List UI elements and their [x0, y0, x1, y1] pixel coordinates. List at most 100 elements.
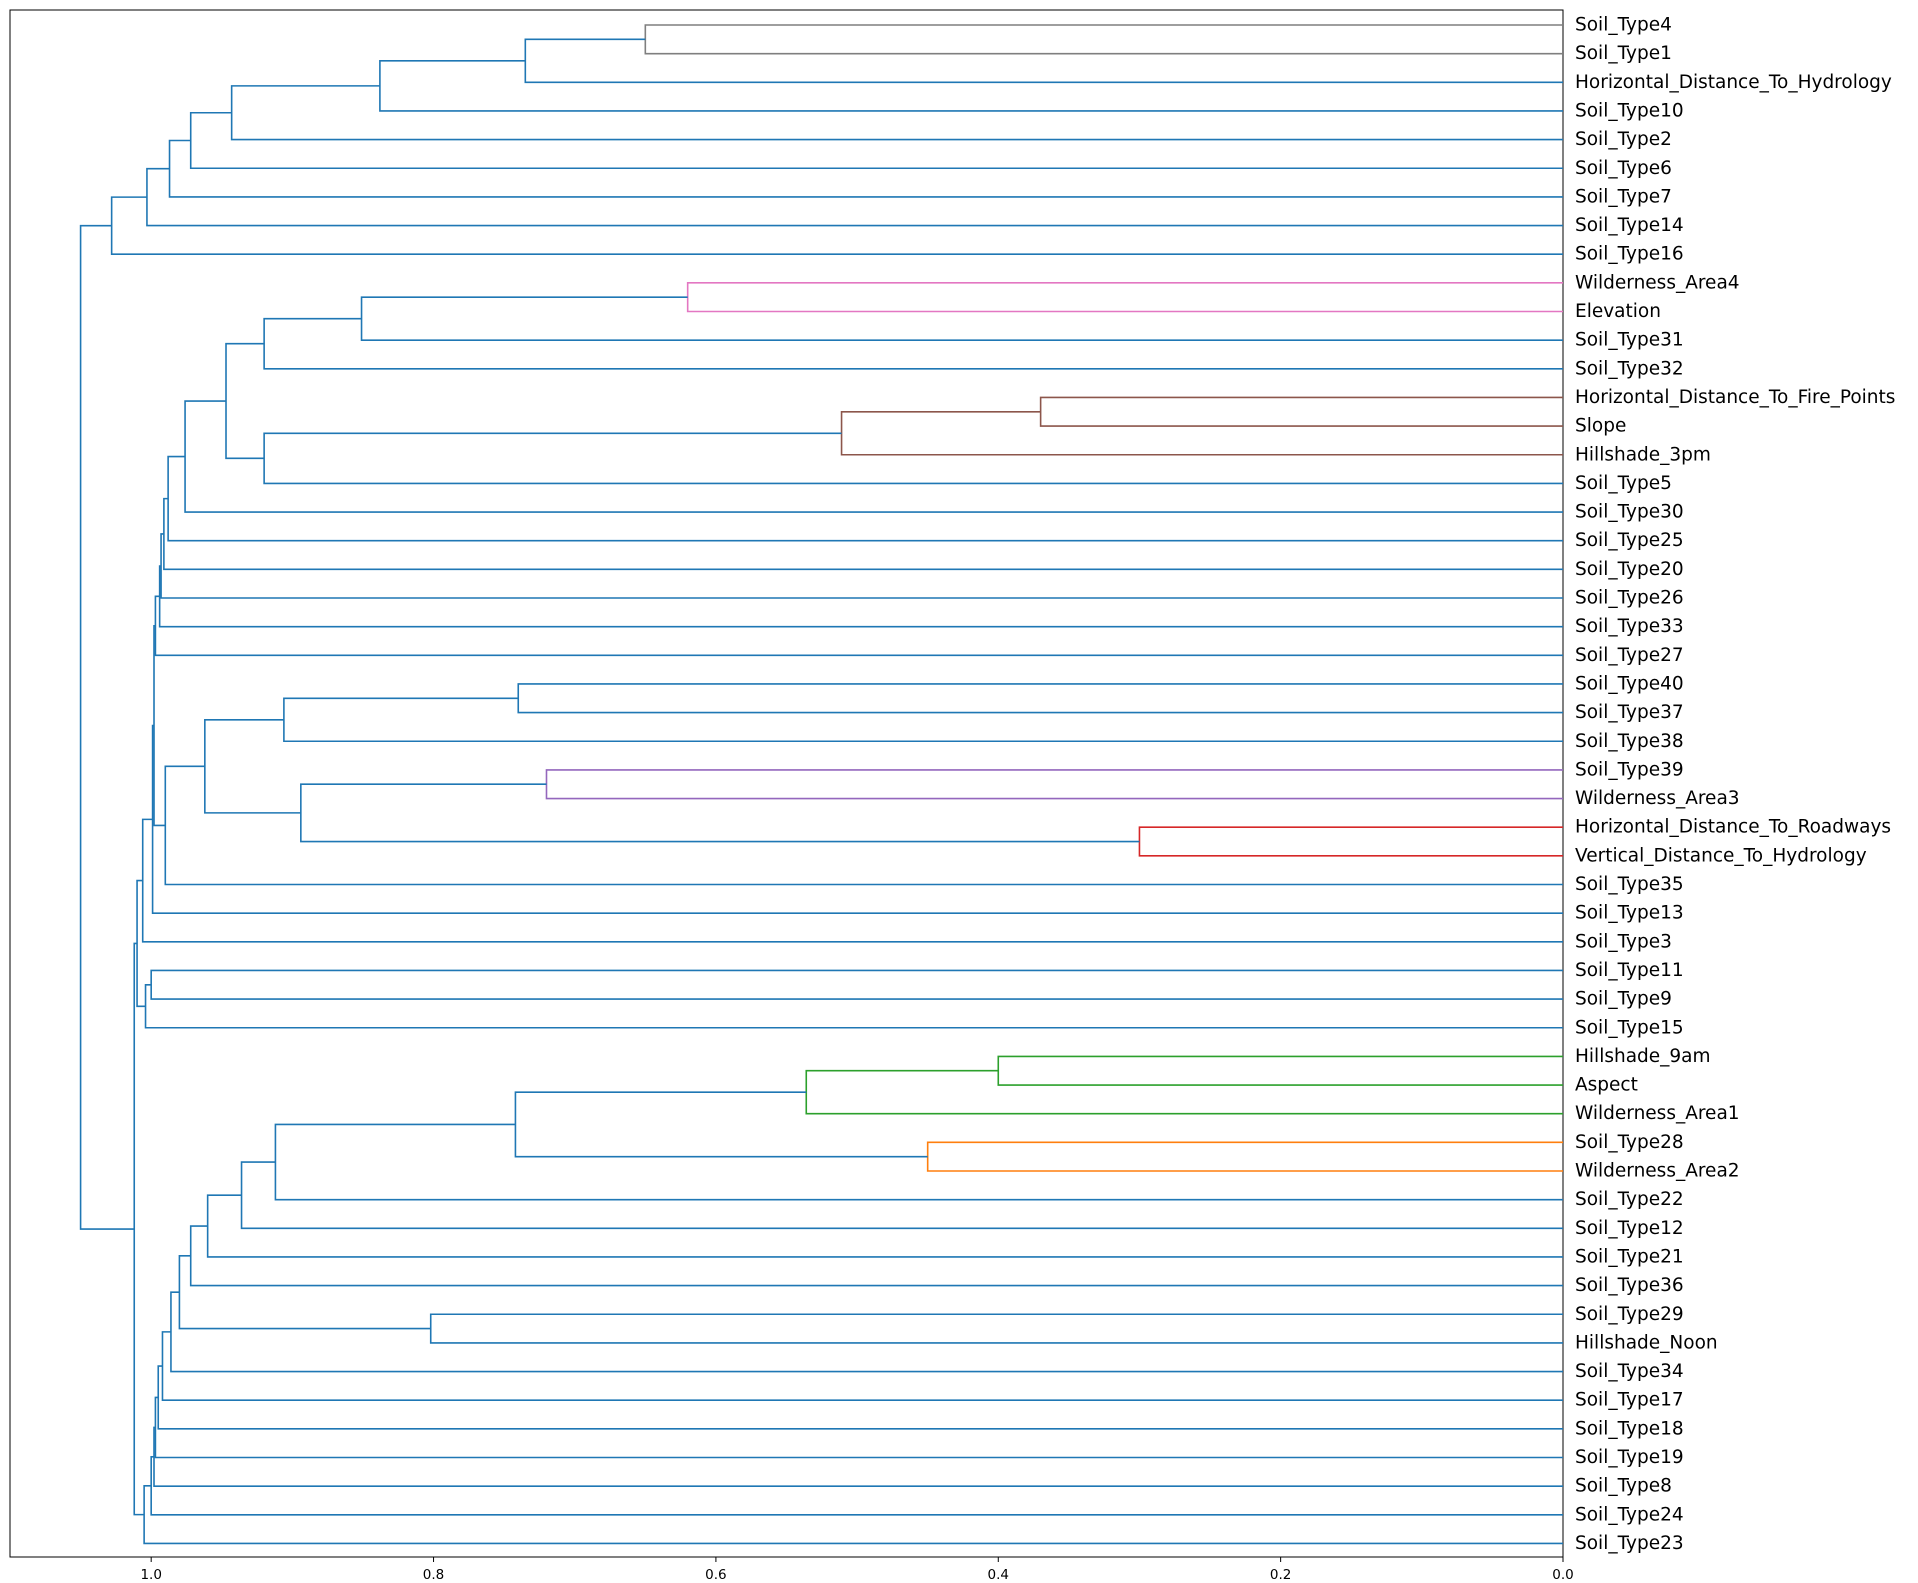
leaf-labels: Soil_Type4 Soil_Type1 Horizontal_Distance_…: [1575, 15, 1895, 1554]
dendrogram-link: [524, 38, 1563, 84]
dendrogram-link: [1039, 396, 1563, 427]
leaf-label: Soil_Type18: [1575, 1418, 1684, 1439]
leaf-label: Hillshade_3pm: [1575, 444, 1711, 465]
dendrogram-link: [283, 697, 1563, 743]
leaf-label: Soil_Type30: [1575, 502, 1684, 523]
leaf-label: Horizontal_Distance_To_Roadways: [1575, 817, 1891, 838]
dendrogram-link: [178, 1255, 431, 1330]
dendrogram-link: [144, 983, 1563, 1029]
leaf-label: Soil_Type8: [1575, 1476, 1672, 1497]
dendrogram-link: [840, 410, 1563, 456]
leaf-label: Soil_Type15: [1575, 1017, 1684, 1038]
dendrogram-link: [184, 400, 1563, 513]
dendrogram-link: [79, 224, 135, 1230]
leaf-label: Soil_Type21: [1575, 1246, 1684, 1267]
dendrogram-link: [514, 1091, 928, 1158]
leaf-label: Horizontal_Distance_To_Fire_Points: [1575, 387, 1895, 408]
dendrogram-link: [429, 1313, 1563, 1344]
dendrogram-link: [167, 455, 1563, 542]
dendrogram-link: [206, 1194, 1563, 1258]
leaf-label: Soil_Type14: [1575, 215, 1684, 236]
dendrogram-link: [154, 1396, 1563, 1459]
dendrogram-link: [189, 111, 1563, 170]
leaf-label: Soil_Type20: [1575, 559, 1684, 580]
leaf-label: Soil_Type40: [1575, 673, 1684, 694]
dendrogram-link: [136, 879, 146, 1008]
leaf-label: Vertical_Distance_To_Hydrology: [1575, 845, 1867, 866]
x-tick-label: 0.2: [1270, 1567, 1291, 1583]
leaf-label: Soil_Type12: [1575, 1218, 1684, 1239]
dendrogram-link: [240, 1161, 1563, 1230]
dendrogram-links: [79, 24, 1563, 1545]
leaf-label: Soil_Type17: [1575, 1390, 1684, 1411]
dendrogram-link: [151, 724, 1563, 914]
leaf-label: Soil_Type33: [1575, 616, 1684, 637]
leaf-label: Soil_Type25: [1575, 530, 1684, 551]
leaf-label: Soil_Type31: [1575, 330, 1684, 351]
leaf-label: Soil_Type35: [1575, 874, 1684, 895]
dendrogram-link: [517, 683, 1563, 714]
dendrogram-link: [805, 1069, 1563, 1115]
dendrogram-link: [686, 282, 1563, 313]
x-tick-label: 0.8: [423, 1567, 444, 1583]
leaf-label: Soil_Type9: [1575, 989, 1672, 1010]
leaf-label: Aspect: [1575, 1075, 1638, 1096]
leaf-label: Soil_Type36: [1575, 1275, 1684, 1296]
leaf-label: Horizontal_Distance_To_Hydrology: [1575, 72, 1892, 93]
x-tick-label: 0.4: [988, 1567, 1009, 1583]
leaf-label: Wilderness_Area4: [1575, 272, 1740, 293]
leaf-label: Soil_Type28: [1575, 1132, 1684, 1153]
dendrogram-link: [157, 1365, 1563, 1430]
dendrogram-link: [545, 769, 1563, 800]
dendrogram-link: [150, 969, 1563, 1000]
leaf-label: Soil_Type27: [1575, 645, 1684, 666]
leaf-label: Soil_Type39: [1575, 759, 1684, 780]
dendrogram-link: [263, 317, 1563, 370]
leaf-label: Soil_Type29: [1575, 1304, 1684, 1325]
leaf-label: Soil_Type32: [1575, 358, 1684, 379]
leaf-label: Soil_Type3: [1575, 931, 1672, 952]
leaf-label: Soil_Type2: [1575, 129, 1672, 150]
dendrogram-link: [110, 196, 1563, 255]
dendrogram-link: [163, 497, 1563, 571]
leaf-label: Soil_Type38: [1575, 731, 1684, 752]
dendrogram-link: [204, 718, 301, 814]
dendrogram-link: [644, 24, 1563, 55]
dendrogram-link: [154, 595, 1563, 657]
leaf-label: Soil_Type13: [1575, 903, 1684, 924]
leaf-label: Slope: [1575, 416, 1626, 437]
dendrogram-link: [230, 85, 1563, 141]
dendrogram-link: [379, 60, 1563, 112]
leaf-label: Wilderness_Area2: [1575, 1161, 1740, 1182]
dendrogram-link: [143, 1485, 1563, 1545]
x-tick-label: 0.6: [705, 1567, 726, 1583]
leaf-label: Soil_Type7: [1575, 186, 1672, 207]
leaf-label: Soil_Type6: [1575, 158, 1672, 179]
dendrogram-link: [225, 342, 265, 460]
leaf-label: Soil_Type11: [1575, 960, 1684, 981]
dendrogram-link: [360, 296, 1563, 341]
x-tick-label: 1.0: [140, 1567, 161, 1583]
dendrogram-link: [160, 533, 1563, 599]
dendrogram-link: [170, 1291, 1563, 1373]
leaf-label: Soil_Type16: [1575, 244, 1684, 265]
leaf-label: Soil_Type26: [1575, 588, 1684, 609]
leaf-label: Wilderness_Area3: [1575, 788, 1740, 809]
leaf-label: Soil_Type4: [1575, 15, 1672, 36]
dendrogram-link: [926, 1141, 1563, 1172]
leaf-label: Soil_Type37: [1575, 702, 1684, 723]
leaf-label: Soil_Type34: [1575, 1361, 1684, 1382]
dendrogram-link: [300, 783, 1140, 843]
plot-frame: [9, 9, 1564, 1558]
leaf-label: Soil_Type19: [1575, 1447, 1684, 1468]
leaf-label: Elevation: [1575, 301, 1661, 322]
leaf-label: Soil_Type5: [1575, 473, 1672, 494]
leaf-label: Wilderness_Area1: [1575, 1103, 1740, 1124]
leaf-label: Soil_Type1: [1575, 43, 1672, 64]
dendrogram-link: [274, 1123, 1563, 1201]
dendrogram-link: [189, 1225, 1563, 1287]
x-tick-label: 0.0: [1552, 1567, 1573, 1583]
leaf-label: Soil_Type22: [1575, 1189, 1684, 1210]
dendrogram-link: [263, 432, 1563, 485]
